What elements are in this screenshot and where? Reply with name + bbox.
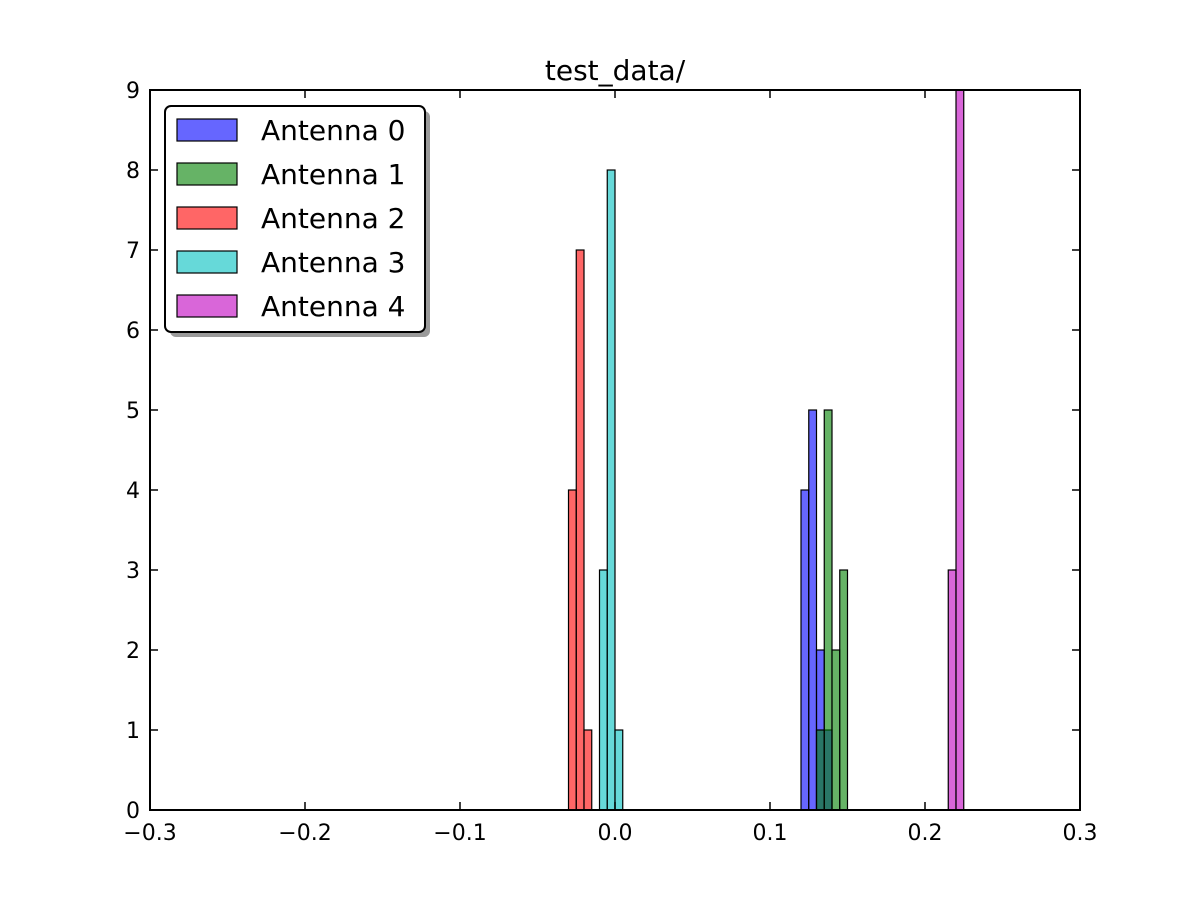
- y-tick-label: 0: [126, 799, 140, 824]
- legend-swatch-antenna-0: [176, 118, 238, 142]
- bar-antenna-3-2: [614, 729, 624, 811]
- bar-antenna-1-1: [823, 409, 833, 811]
- x-tick-label: 0.0: [598, 821, 633, 846]
- legend-label-antenna-2: Antenna 2: [261, 202, 405, 235]
- y-tick-label: 6: [126, 319, 140, 344]
- legend-label-antenna-3: Antenna 3: [261, 246, 405, 279]
- legend-swatch-antenna-1: [176, 162, 238, 186]
- y-tick-label: 4: [126, 479, 140, 504]
- legend-swatch-antenna-3: [176, 250, 238, 274]
- x-tick-label: −0.3: [123, 821, 176, 846]
- y-tick-label: 5: [126, 399, 140, 424]
- x-tick-label: −0.2: [278, 821, 331, 846]
- bar-antenna-3-0: [598, 569, 608, 811]
- legend: Antenna 0 Antenna 1 Antenna 2 Antenna 3 Ante…: [164, 105, 430, 337]
- bar-antenna-1-3: [839, 569, 849, 811]
- y-tick-label: 2: [126, 639, 140, 664]
- bar-antenna-2-1: [575, 249, 585, 811]
- bar-antenna-4-1: [955, 89, 965, 811]
- y-tick-label: 7: [126, 239, 140, 264]
- legend-swatch-antenna-4: [176, 294, 238, 318]
- bar-antenna-2-0: [567, 489, 577, 811]
- chart-title: test_data/: [545, 54, 686, 87]
- y-tick-label: 8: [126, 159, 140, 184]
- x-tick-label: 0.1: [753, 821, 788, 846]
- y-tick-label: 9: [126, 79, 140, 104]
- bar-antenna-4-0: [947, 569, 957, 811]
- bar-antenna-1-0: [815, 729, 825, 811]
- bar-antenna-0-1: [808, 409, 818, 811]
- bar-antenna-1-2: [831, 649, 841, 811]
- x-tick-label: 0.2: [908, 821, 943, 846]
- bar-antenna-3-1: [606, 169, 616, 811]
- legend-label-antenna-1: Antenna 1: [261, 158, 405, 191]
- bar-antenna-2-2: [583, 729, 593, 811]
- bar-antenna-0-0: [800, 489, 810, 811]
- ticks-layer: −0.3 −0.2 −0.1 0.0 0.1 0.2 0.3 0 1 2 3 4 5 6 7 8 9: [123, 79, 1097, 846]
- legend-label-antenna-4: Antenna 4: [261, 290, 405, 323]
- legend-swatch-antenna-2: [176, 206, 238, 230]
- x-tick-label: −0.1: [433, 821, 486, 846]
- legend-label-antenna-0: Antenna 0: [261, 114, 405, 147]
- y-tick-label: 1: [126, 719, 140, 744]
- x-tick-label: 0.3: [1063, 821, 1098, 846]
- y-tick-label: 3: [126, 559, 140, 584]
